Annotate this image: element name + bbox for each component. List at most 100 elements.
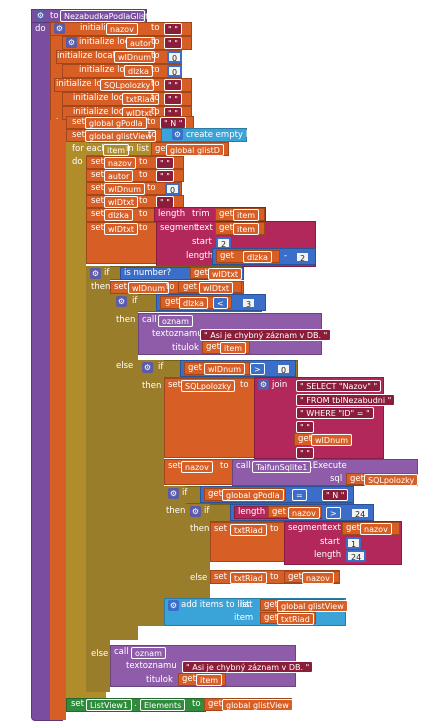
gear-icon[interactable]: ⚙ <box>168 488 179 499</box>
string-literal[interactable]: " Asi je chybný záznam v DB. " <box>200 329 332 341</box>
number-literal[interactable]: 24 <box>346 550 367 562</box>
foreach-var-field[interactable]: item <box>103 144 130 156</box>
number-literal[interactable]: 0 <box>167 51 183 63</box>
length-label: length <box>238 507 266 517</box>
titulok-label: titulok <box>172 343 199 353</box>
string-literal[interactable]: " WHERE "ID" = " <box>296 407 374 419</box>
init-var-field[interactable]: dlzka <box>124 65 153 77</box>
var-field[interactable]: dlzka <box>104 209 133 221</box>
var-field[interactable]: wIDtxt <box>199 282 234 294</box>
minus-op: - <box>284 251 288 261</box>
proc-name-field[interactable]: NezabudkaPodlaGlistD <box>60 10 154 22</box>
number-literal[interactable]: 2 <box>295 251 311 263</box>
string-literal[interactable]: " " <box>164 93 182 105</box>
var-field[interactable]: dlzka <box>243 251 272 263</box>
component-field[interactable]: ListView1 <box>86 699 133 711</box>
gear-icon[interactable]: ⚙ <box>35 10 46 21</box>
var-field[interactable]: global gPodla <box>85 117 147 129</box>
string-literal[interactable]: " " <box>164 79 182 91</box>
var-field[interactable]: autor <box>104 170 134 182</box>
init-var-field[interactable]: nazov <box>106 23 138 35</box>
var-field[interactable]: nazov <box>288 507 320 519</box>
var-field[interactable]: dlzka <box>179 297 208 309</box>
string-literal[interactable]: " " <box>296 447 314 459</box>
gear-icon[interactable]: ⚙ <box>190 506 201 517</box>
var-field[interactable]: nazov <box>104 157 136 169</box>
gear-icon[interactable]: ⚙ <box>116 296 127 307</box>
init-to: to <box>151 107 160 117</box>
number-literal[interactable]: 24 <box>350 507 371 519</box>
number-literal[interactable]: 0 <box>276 363 292 375</box>
to-label: to <box>139 223 148 233</box>
property-field[interactable]: Elements <box>140 699 186 711</box>
gear-icon[interactable]: ⚙ <box>258 379 269 390</box>
var-field[interactable]: txtRiad <box>277 613 314 625</box>
gear-icon[interactable]: ⚙ <box>168 600 179 611</box>
in-list-label: in list <box>126 144 149 154</box>
if-label: if <box>132 296 138 306</box>
else-label: else <box>190 573 208 583</box>
var-field[interactable]: wIDtxt <box>104 196 139 208</box>
string-literal[interactable]: " N " <box>322 489 349 501</box>
string-literal[interactable]: " " <box>164 23 182 35</box>
set-label: set <box>91 209 104 219</box>
string-literal[interactable]: " " <box>164 37 182 49</box>
number-literal[interactable]: 0 <box>167 65 183 77</box>
to-label: to <box>192 699 201 709</box>
var-field[interactable]: nazov <box>302 572 334 584</box>
get-label: get <box>208 699 222 709</box>
if-length-body <box>186 504 210 598</box>
var-field[interactable]: wIDtxt <box>104 223 139 235</box>
var-field[interactable]: wIDnum <box>204 363 245 375</box>
var-field[interactable]: global gPodla <box>222 489 284 501</box>
var-field[interactable]: wIDnum <box>128 282 169 294</box>
operator-dropdown[interactable]: < <box>213 297 228 309</box>
proc-field[interactable]: oznam <box>158 315 193 327</box>
var-field[interactable]: SQLpolozky <box>364 474 419 486</box>
string-literal[interactable]: " SELECT "Nazov" " <box>296 380 382 392</box>
is-number-label: is number? <box>124 268 172 278</box>
var-field[interactable]: nazov <box>360 523 392 535</box>
operator-dropdown[interactable]: = <box>292 489 307 501</box>
var-field[interactable]: item <box>196 674 223 686</box>
proc-field[interactable]: oznam <box>131 647 166 659</box>
var-field[interactable]: wIDtxt <box>208 268 243 280</box>
init-var-field[interactable]: SQLpolozky <box>100 79 155 91</box>
var-field[interactable]: global glistView <box>222 699 293 711</box>
string-literal[interactable]: " " <box>296 421 314 433</box>
textoznamu-label: textoznamu <box>152 329 203 339</box>
sql-label: sql <box>330 474 343 484</box>
operator-dropdown[interactable]: > <box>326 507 341 519</box>
number-literal[interactable]: 1 <box>346 537 362 549</box>
gear-icon[interactable]: ⚙ <box>90 268 101 279</box>
var-field[interactable]: item <box>233 209 260 221</box>
var-field[interactable]: SQLpolozky <box>181 380 236 392</box>
gear-icon[interactable]: ⚙ <box>54 23 65 34</box>
operator-dropdown[interactable]: > <box>250 363 265 375</box>
var-field[interactable]: nazov <box>181 461 213 473</box>
gear-icon[interactable]: ⚙ <box>172 129 183 140</box>
var-field[interactable]: item <box>233 223 260 235</box>
var-field[interactable]: txtRiad <box>230 524 267 536</box>
var-field[interactable]: item <box>220 342 247 354</box>
string-literal[interactable]: " FROM tblNezabudni " <box>296 394 396 406</box>
gear-icon[interactable]: ⚙ <box>66 37 77 48</box>
if-isnumber-body <box>86 266 110 692</box>
string-literal[interactable]: " " <box>156 157 174 169</box>
var-field[interactable]: global glistView <box>277 600 348 612</box>
init-var-field[interactable]: autor <box>126 37 156 49</box>
string-literal[interactable]: " " <box>156 170 174 182</box>
number-literal[interactable]: 0 <box>165 183 181 195</box>
gear-icon[interactable]: ⚙ <box>142 362 153 373</box>
var-field[interactable]: txtRiad <box>230 572 267 584</box>
var-field[interactable]: wIDnum <box>104 183 145 195</box>
init-var-field[interactable]: txtRiad <box>122 93 159 105</box>
var-field[interactable]: global glistView <box>85 130 156 142</box>
component-field[interactable]: TaifunSqlite1 <box>252 461 312 473</box>
number-literal[interactable]: 3 <box>241 297 257 309</box>
if-label: if <box>204 506 210 516</box>
string-literal[interactable]: " Asi je chybný záznam v DB. " <box>182 661 314 673</box>
var-field[interactable]: wIDnum <box>311 434 352 446</box>
var-field[interactable]: global glistD <box>166 144 224 156</box>
init-var-field[interactable]: wIDnum <box>114 51 155 63</box>
